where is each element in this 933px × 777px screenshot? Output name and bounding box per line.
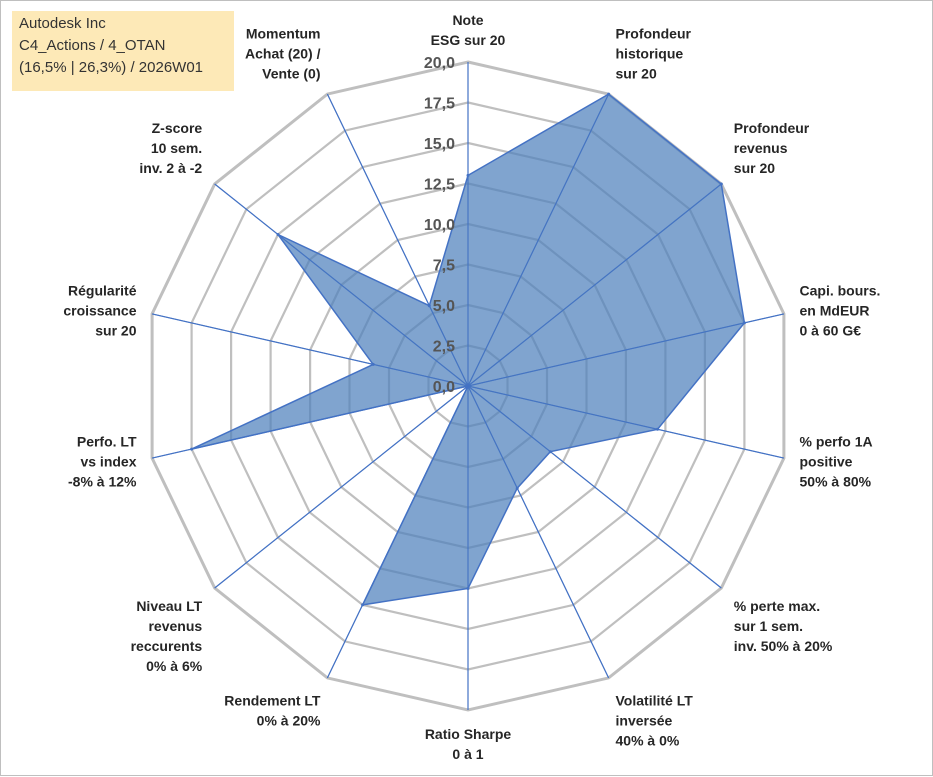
category-label-line: vs index — [80, 454, 136, 470]
tick-label-1: 2,5 — [433, 339, 455, 356]
category-label-line: 0 à 1 — [452, 746, 483, 762]
tick-label-2: 5,0 — [433, 298, 455, 315]
category-label-line: ESG sur 20 — [431, 32, 506, 48]
category-label-line: inv. 2 à -2 — [139, 160, 202, 176]
category-label-line: 50% à 80% — [800, 474, 872, 490]
series-layer — [151, 62, 785, 710]
tick-label-0: 0,0 — [433, 379, 455, 396]
category-label-line: Vente (0) — [262, 66, 320, 82]
category-label-line: 0% à 20% — [257, 712, 321, 728]
category-label-14: Momentum Achat (20) / Vente (0) — [245, 26, 321, 82]
category-label-1: Note ESG sur 20 — [431, 12, 506, 48]
axis-spoke-overlay-10 — [214, 385, 469, 589]
axis-spoke-overlay-3 — [467, 183, 722, 387]
category-label-line: Achat (20) / — [245, 46, 321, 62]
category-label-3: Profondeur revenus sur 20 — [734, 120, 810, 176]
category-label-line: inv. 50% à 20% — [734, 638, 833, 654]
category-label-5: % perfo 1A positive 50% à 80% — [800, 434, 873, 490]
category-label-line: Rendement LT — [224, 692, 321, 708]
category-label-10: Niveau LT revenus reccurents 0% à 6% — [131, 598, 203, 674]
category-label-line: positive — [800, 454, 853, 470]
category-label-line: Régularité — [68, 282, 137, 298]
axis-spoke-overlay-4 — [467, 313, 785, 387]
axis-spoke-overlay-13 — [214, 183, 469, 387]
category-label-6: % perte max. sur 1 sem. inv. 50% à 20% — [734, 598, 833, 654]
axis-spoke-overlay-12 — [151, 313, 469, 387]
tick-label-6: 15,0 — [424, 136, 455, 153]
category-label-line: revenus — [148, 618, 202, 634]
category-label-line: % perfo 1A — [800, 434, 873, 450]
category-label-line: inversée — [616, 712, 673, 728]
axis-spoke-overlay-14 — [326, 93, 469, 387]
category-labels: Note ESG sur 20 Profondeur historique sur 20… — [63, 12, 880, 762]
category-label-line: 0 à 60 G€ — [800, 322, 862, 338]
info-box: Autodesk Inc C4_Actions / 4_OTAN (16,5% … — [12, 11, 234, 91]
axis-spoke-overlay-7 — [467, 385, 610, 679]
category-label-11: Perfo. LT vs index -8% à 12% — [68, 434, 137, 490]
info-category: C4_Actions / 4_OTAN — [19, 37, 166, 54]
category-label-13: Z-score 10 sem. inv. 2 à -2 — [139, 120, 202, 176]
category-label-2: Profondeur historique sur 20 — [616, 26, 692, 82]
info-company-name: Autodesk Inc — [19, 15, 106, 32]
category-label-line: -8% à 12% — [68, 474, 137, 490]
axis-spoke-overlay-2 — [467, 93, 610, 387]
category-label-line: sur 20 — [616, 66, 657, 82]
tick-label-4: 10,0 — [424, 217, 455, 234]
axis-spoke-overlay-6 — [467, 385, 722, 589]
category-label-line: Profondeur — [734, 120, 810, 136]
category-label-line: Momentum — [246, 26, 321, 42]
tick-label-3: 7,5 — [433, 258, 455, 275]
category-label-4: Capi. bours. en MdEUR 0 à 60 G€ — [800, 282, 881, 338]
category-label-line: sur 20 — [95, 322, 136, 338]
info-performance-week: (16,5% | 26,3%) / 2026W01 — [19, 59, 203, 76]
category-label-line: 0% à 6% — [146, 658, 203, 674]
category-label-line: revenus — [734, 140, 788, 156]
tick-label-7: 17,5 — [424, 96, 455, 113]
tick-labels: 0,0 2,5 5,0 7,5 10,0 12,5 15,0 17,5 20,0 — [424, 55, 455, 396]
category-label-line: Z-score — [152, 120, 203, 136]
category-label-12: Régularité croissance sur 20 — [63, 282, 136, 338]
category-label-line: Ratio Sharpe — [425, 726, 512, 742]
category-label-line: 40% à 0% — [616, 732, 680, 748]
category-label-line: sur 20 — [734, 160, 775, 176]
category-label-line: sur 1 sem. — [734, 618, 803, 634]
category-label-line: Volatilité LT — [616, 692, 694, 708]
axis-spoke-overlay-9 — [326, 385, 469, 679]
category-label-line: Niveau LT — [136, 598, 202, 614]
category-label-line: 10 sem. — [151, 140, 202, 156]
category-label-7: Volatilité LT inversée 40% à 0% — [616, 692, 694, 748]
category-label-line: historique — [616, 46, 684, 62]
category-label-line: Note — [452, 12, 483, 28]
category-label-line: Profondeur — [616, 26, 692, 42]
axis-spoke-overlay-11 — [151, 385, 469, 459]
category-label-line: reccurents — [131, 638, 203, 654]
tick-label-5: 12,5 — [424, 177, 455, 194]
axis-spoke-overlay-5 — [467, 385, 785, 459]
category-label-line: Capi. bours. — [800, 282, 881, 298]
category-label-line: % perte max. — [734, 598, 820, 614]
category-label-8: Ratio Sharpe 0 à 1 — [425, 726, 512, 762]
tick-label-8: 20,0 — [424, 55, 455, 72]
category-label-line: en MdEUR — [800, 302, 870, 318]
category-label-9: Rendement LT 0% à 20% — [224, 692, 321, 728]
category-label-line: Perfo. LT — [77, 434, 137, 450]
category-label-line: croissance — [63, 302, 136, 318]
